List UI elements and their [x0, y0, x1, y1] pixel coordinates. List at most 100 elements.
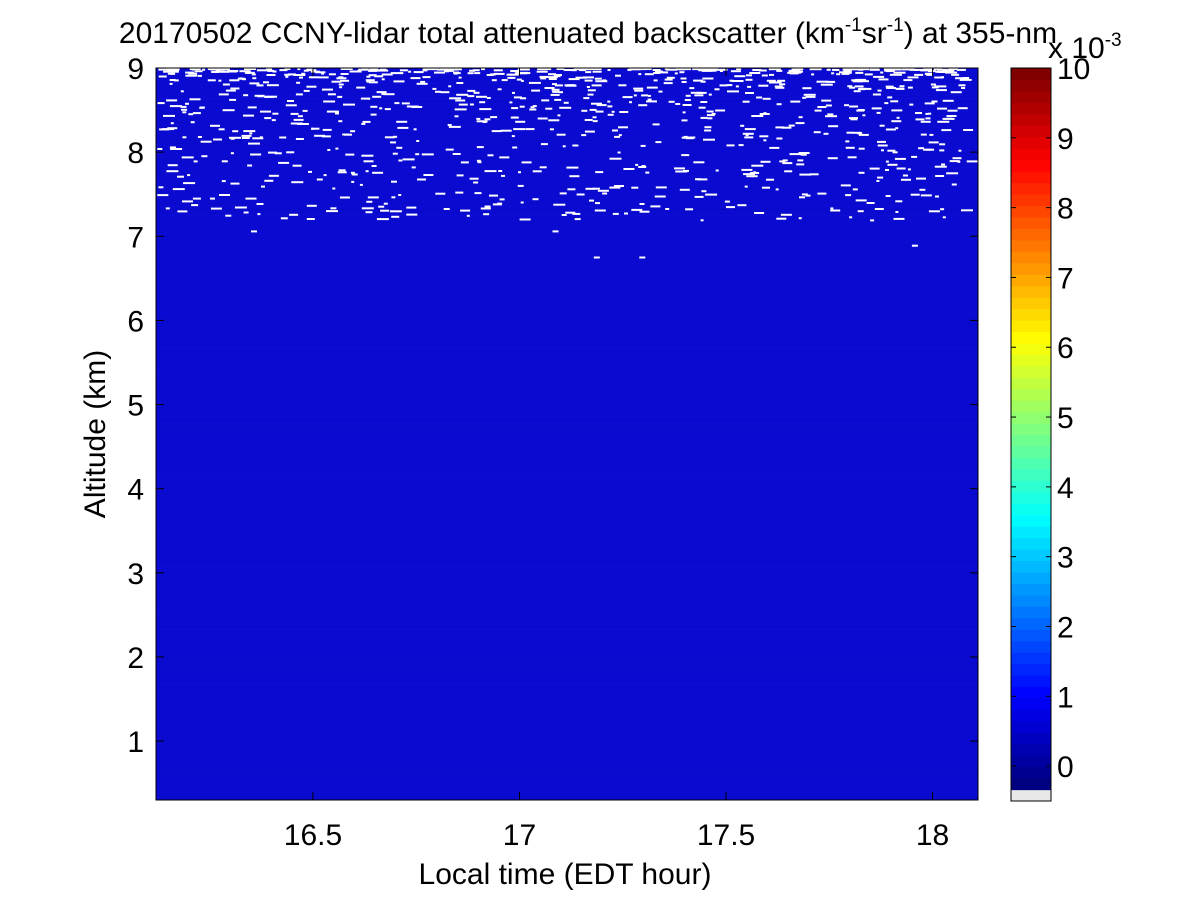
heatmap-band [156, 251, 978, 252]
heatmap-noise-cell [877, 140, 886, 143]
heatmap-noise-cell [163, 70, 173, 73]
heatmap-noise-cell [658, 90, 663, 93]
heatmap-noise-cell [617, 151, 621, 154]
heatmap-noise-cell [532, 105, 537, 108]
heatmap-noise-cell [924, 102, 935, 105]
heatmap-band [156, 722, 978, 723]
heatmap-noise-cell [225, 89, 236, 92]
heatmap-noise-cell [872, 93, 881, 96]
heatmap-noise-cell [306, 85, 317, 88]
heatmap-noise-cell [675, 170, 688, 173]
heatmap-noise-cell [951, 73, 960, 76]
heatmap-noise-cell [697, 178, 708, 181]
heatmap-noise-cell [948, 68, 953, 70]
heatmap-noise-cell [460, 161, 469, 164]
heatmap-noise-cell [584, 130, 595, 133]
heatmap-noise-cell [297, 68, 301, 71]
heatmap-noise-cell [907, 76, 919, 79]
heatmap-noise-cell [510, 70, 520, 73]
heatmap-noise-cell [422, 76, 431, 79]
heatmap-noise-cell [172, 188, 185, 191]
heatmap-noise-cell [719, 84, 728, 87]
heatmap-noise-cell [817, 106, 827, 108]
heatmap-noise-cell [327, 149, 331, 151]
heatmap-noise-cell [340, 68, 353, 70]
colorbar-segment [1011, 640, 1051, 653]
heatmap-noise-cell [876, 111, 881, 114]
colorbar-segment [1011, 354, 1051, 367]
heatmap-noise-cell [666, 68, 678, 71]
colorbar-segment [1011, 308, 1051, 321]
heatmap-noise-cell [517, 184, 524, 187]
heatmap-noise-cell [885, 128, 896, 131]
heatmap-noise-cell [907, 68, 915, 70]
heatmap-noise-cell [680, 77, 687, 80]
heatmap-band [156, 608, 978, 609]
heatmap-noise-cell [296, 81, 301, 84]
heatmap-noise-cell [614, 185, 624, 187]
heatmap-noise-cell [406, 213, 418, 216]
colorbar-segment [1011, 148, 1051, 161]
heatmap-noise-cell [185, 102, 189, 105]
heatmap-noise-cell [930, 83, 936, 86]
heatmap-noise-cell [915, 112, 922, 114]
heatmap-noise-cell [230, 152, 234, 155]
heatmap-noise-cell [891, 109, 903, 112]
heatmap-noise-cell [795, 122, 805, 125]
heatmap-noise-cell [248, 142, 260, 145]
heatmap-noise-cell [762, 186, 770, 189]
heatmap-noise-cell [852, 188, 858, 191]
heatmap-noise-cell [766, 178, 774, 181]
y-tick-label: 4 [127, 474, 144, 507]
heatmap-noise-cell [966, 160, 979, 163]
heatmap-noise-cell [743, 173, 756, 176]
heatmap-band [156, 431, 978, 432]
heatmap-noise-cell [846, 131, 854, 134]
heatmap-noise-cell [701, 190, 707, 193]
heatmap-noise-cell [369, 68, 379, 71]
heatmap-noise-cell [934, 76, 944, 79]
heatmap-noise-cell [413, 128, 417, 131]
heatmap-noise-cell [899, 85, 905, 88]
heatmap-noise-cell [654, 195, 666, 198]
heatmap-noise-cell [776, 103, 782, 106]
heatmap-band [156, 476, 978, 477]
heatmap-noise-cell [847, 156, 857, 159]
heatmap-noise-cell [243, 130, 256, 133]
heatmap-band [156, 299, 978, 300]
heatmap-noise-cell [784, 170, 793, 173]
heatmap-noise-cell [390, 141, 396, 144]
heatmap-noise-cell [942, 216, 946, 219]
heatmap-noise-cell [553, 203, 566, 206]
heatmap-noise-cell [652, 123, 660, 126]
heatmap-noise-cell [318, 76, 329, 79]
heatmap-noise-cell [481, 68, 485, 71]
heatmap-noise-cell [458, 103, 468, 106]
heatmap-noise-cell [169, 82, 173, 85]
heatmap-noise-cell [830, 207, 834, 210]
heatmap-noise-cell [602, 192, 608, 195]
heatmap-noise-cell [714, 88, 720, 91]
heatmap-noise-cell [850, 118, 858, 121]
heatmap-noise-cell [434, 71, 445, 74]
heatmap-noise-cell [467, 72, 474, 75]
heatmap-noise-cell [411, 166, 416, 169]
heatmap-noise-cell [218, 79, 222, 82]
heatmap-noise-cell [448, 69, 454, 72]
colorbar-segment [1011, 388, 1051, 401]
colorbar-segment [1011, 480, 1051, 493]
heatmap-noise-cell [919, 188, 926, 191]
heatmap-noise-cell [845, 146, 855, 149]
heatmap-noise-cell [222, 109, 235, 112]
heatmap-noise-cell [314, 134, 326, 137]
heatmap-noise-cell [941, 129, 952, 132]
heatmap-noise-cell [876, 180, 880, 182]
heatmap-noise-cell [694, 94, 704, 97]
heatmap-noise-cell [928, 70, 936, 73]
y-tick-label: 5 [127, 390, 144, 423]
heatmap-band [156, 113, 978, 114]
heatmap-noise-cell [327, 93, 336, 96]
heatmap-band [156, 602, 978, 603]
heatmap-noise-cell [479, 108, 492, 111]
heatmap-noise-cell [337, 171, 347, 174]
